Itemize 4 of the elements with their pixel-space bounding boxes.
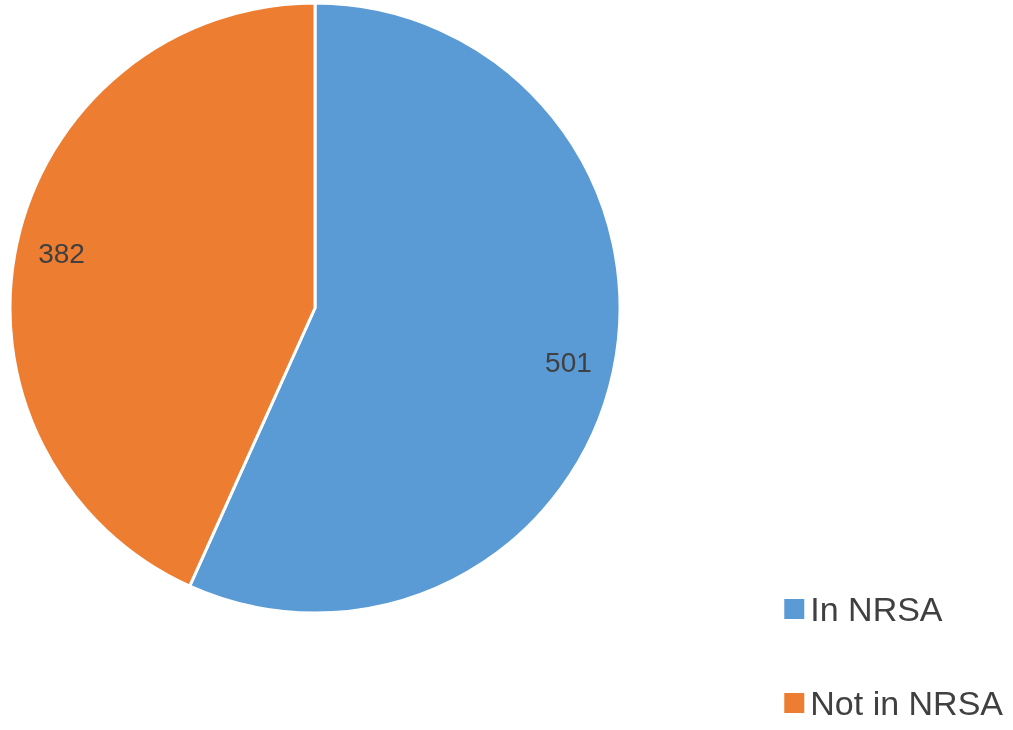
data-label: 501 — [545, 346, 592, 378]
data-label: 382 — [38, 238, 85, 270]
legend-label: In NRSA — [810, 590, 943, 628]
legend-label: Not in NRSA — [810, 684, 1004, 722]
